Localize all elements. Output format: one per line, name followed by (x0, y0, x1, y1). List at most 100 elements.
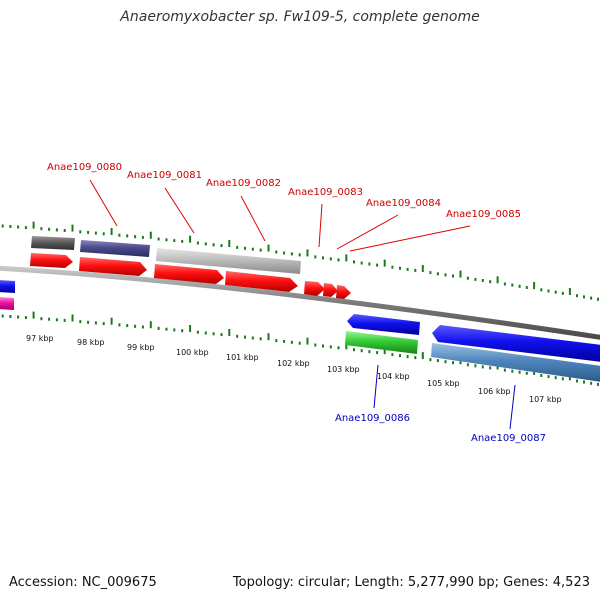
major-tick (189, 235, 192, 243)
minor-tick (40, 227, 43, 231)
gene-green[interactable] (345, 331, 418, 354)
label-anae109-0084[interactable]: Anae109_0084 (366, 198, 441, 209)
minor-tick (466, 276, 469, 280)
minor-tick (337, 258, 340, 262)
label-anae109-0082[interactable]: Anae109_0082 (206, 178, 281, 189)
major-tick (71, 314, 74, 322)
gene-anae109-0087[interactable] (432, 325, 600, 362)
major-tick (32, 311, 35, 319)
minor-tick (244, 335, 246, 339)
kbp-tick-100: 100 kbp (176, 348, 209, 357)
gene-dark-gray[interactable] (31, 236, 75, 250)
leader-anae109-0086 (373, 364, 379, 409)
gene-anae109-0085b[interactable] (336, 285, 351, 299)
minor-tick (141, 325, 144, 329)
gene-anae109-0081[interactable] (79, 257, 147, 276)
minor-tick (322, 256, 324, 260)
minor-tick (429, 358, 432, 362)
gene-purple[interactable] (80, 240, 150, 257)
minor-tick (141, 235, 144, 239)
minor-tick (102, 232, 105, 236)
minor-tick (547, 375, 550, 379)
minor-tick (134, 324, 137, 328)
minor-tick (48, 227, 51, 231)
major-tick (267, 244, 270, 252)
gene-anae109-0083[interactable] (225, 271, 298, 292)
minor-tick (368, 262, 371, 266)
gene-anae109-0085a[interactable] (323, 283, 338, 297)
minor-tick (1, 314, 4, 318)
minor-tick (503, 282, 506, 286)
minor-tick (561, 291, 564, 295)
label-anae109-0083[interactable]: Anae109_0083 (288, 187, 363, 198)
minor-tick (547, 289, 550, 293)
minor-tick (126, 234, 129, 238)
minor-tick (55, 228, 58, 232)
minor-tick (204, 331, 207, 335)
minor-tick (399, 354, 401, 358)
gene-anae109-0086[interactable] (347, 314, 420, 335)
minor-tick (511, 369, 514, 373)
minor-tick (181, 329, 184, 333)
minor-tick (466, 363, 469, 367)
major-tick (459, 270, 462, 278)
minor-tick (429, 271, 432, 275)
minor-tick (134, 235, 137, 239)
gene-magenta-left-edge[interactable] (0, 297, 14, 310)
leader-anae109-0084 (336, 214, 399, 250)
gene-light-gray[interactable] (156, 248, 301, 274)
minor-tick (329, 345, 332, 349)
label-anae109-0087[interactable]: Anae109_0087 (471, 433, 546, 444)
minor-tick (489, 280, 492, 284)
label-anae109-0081[interactable]: Anae109_0081 (127, 170, 202, 181)
label-anae109-0086[interactable]: Anae109_0086 (335, 413, 410, 424)
minor-tick (126, 324, 129, 328)
gene-anae109-0082[interactable] (154, 264, 224, 284)
minor-tick (406, 355, 409, 359)
minor-tick (554, 290, 557, 294)
minor-tick (576, 379, 578, 383)
minor-tick (259, 248, 262, 252)
label-anae109-0085[interactable]: Anae109_0085 (446, 209, 521, 220)
leader-anae109-0080 (89, 179, 118, 227)
leader-anae109-0083 (318, 203, 323, 248)
minor-tick (391, 265, 394, 269)
minor-tick (212, 332, 215, 336)
minor-tick (376, 351, 379, 355)
label-anae109-0080[interactable]: Anae109_0080 (47, 162, 122, 173)
minor-tick (518, 284, 521, 288)
minor-tick (212, 243, 215, 247)
minor-tick (298, 253, 301, 257)
minor-tick (444, 360, 447, 364)
gene-steelblue[interactable] (431, 343, 600, 382)
major-tick (228, 240, 231, 247)
major-tick (110, 228, 113, 235)
gene-anae109-0084[interactable] (304, 281, 325, 296)
minor-tick (452, 274, 454, 278)
minor-tick (525, 371, 528, 375)
minor-tick (511, 283, 514, 287)
leader-anae109-0085 (349, 225, 471, 252)
minor-tick (481, 365, 484, 369)
kbp-tick-98: 98 kbp (77, 338, 105, 347)
kbp-tick-101: 101 kbp (226, 353, 259, 362)
minor-tick (329, 257, 332, 261)
minor-tick (40, 317, 43, 321)
minor-tick (196, 241, 199, 245)
minor-tick (360, 349, 363, 353)
forward-features (30, 236, 351, 299)
minor-tick (87, 230, 90, 234)
minor-tick (290, 340, 293, 344)
major-tick (149, 231, 152, 239)
minor-tick (414, 356, 417, 360)
kbp-tick-105: 105 kbp (427, 379, 460, 388)
major-tick (189, 325, 192, 332)
minor-tick (220, 333, 223, 337)
minor-tick (540, 374, 543, 377)
minor-tick (583, 380, 585, 384)
gene-anae109-0080[interactable] (30, 253, 73, 268)
minor-tick (118, 233, 121, 237)
gene-blue-left-edge[interactable] (0, 280, 15, 293)
minor-tick (314, 343, 317, 347)
minor-tick (236, 245, 239, 249)
